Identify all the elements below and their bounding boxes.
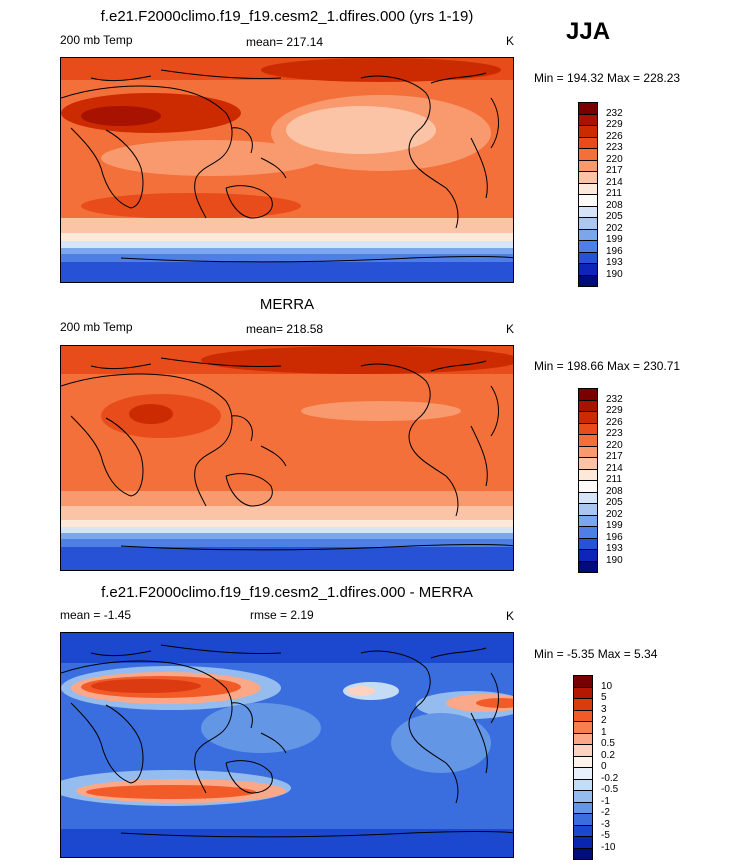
colorbar-tick-label: 190 [606, 268, 623, 280]
colorbar-tick-label: 220 [606, 153, 623, 165]
colorbar-tick-label: 0.2 [601, 749, 615, 761]
colorbar-tick-label: 208 [606, 199, 623, 211]
panel-3-unit-label: K [506, 609, 515, 623]
colorbar-tick-label: -5 [601, 830, 610, 841]
colorbar-tick-label: 190 [606, 554, 623, 566]
panel-2-unit-label: K [506, 322, 515, 336]
colorbar-tick-label: 199 [606, 520, 623, 531]
colorbar-tick-label: 193 [606, 543, 623, 554]
colorbar-tick-label: -0.5 [601, 784, 619, 795]
colorbar-box [573, 847, 593, 860]
colorbar-tick-label: 5 [601, 692, 607, 703]
panel-2-minmax: Min = 198.66 Max = 230.71 [534, 359, 681, 373]
colorbar-tick-label: 223 [606, 428, 623, 439]
colorbar-tick-label: 211 [606, 474, 622, 485]
colorbar-tick-label: 226 [606, 130, 623, 142]
colorbar-tick-label: 211 [606, 188, 622, 199]
colorbar-box [578, 560, 598, 573]
panel-1-unit-label: K [506, 34, 515, 48]
colorbar-box [578, 274, 598, 287]
colorbar-tick-label: -0.2 [601, 772, 619, 784]
panel-1-center-label: mean= 217.14 [246, 35, 324, 49]
panel-1-map [60, 57, 514, 283]
panel-2-left-label: 200 mb Temp [60, 320, 133, 334]
colorbar-tick-label: 232 [606, 107, 623, 119]
colorbar-tick-label: 205 [606, 497, 623, 508]
season-label: JJA [566, 18, 611, 45]
panel-3-center-label: rmse = 2.19 [250, 608, 314, 622]
colorbar-tick-label: 226 [606, 416, 623, 428]
colorbar-tick-label: 214 [606, 462, 623, 474]
colorbar-tick-label: 196 [606, 531, 623, 543]
colorbar-tick-label: 217 [606, 451, 623, 462]
colorbar-tick-label: -3 [601, 818, 610, 830]
colorbar-tick-label: 208 [606, 485, 623, 497]
colorbar-tick-label: 217 [606, 165, 623, 176]
colorbar-tick-label: -2 [601, 807, 610, 818]
panel-3-map [60, 632, 514, 858]
colorbar-tick-label: 205 [606, 211, 623, 222]
panel-1-left-label: 200 mb Temp [60, 33, 133, 47]
colorbar-tick-label: 1 [601, 726, 607, 738]
panel-2-map [60, 345, 514, 571]
colorbar-tick-label: 229 [606, 405, 623, 416]
colorbar-tick-label: 2 [601, 715, 607, 726]
colorbar-tick-label: 223 [606, 142, 623, 153]
colorbar-tick-label: 3 [601, 703, 607, 715]
panel-1-minmax: Min = 194.32 Max = 228.23 [534, 71, 681, 85]
colorbar-tick-label: 202 [606, 222, 623, 234]
colorbar-tick-label: -10 [601, 841, 616, 853]
panel-2-title: MERRA [259, 296, 315, 313]
panel-3-left-label: mean = -1.45 [60, 608, 132, 622]
panel-2-center-label: mean= 218.58 [246, 322, 324, 336]
colorbar-tick-label: 220 [606, 439, 623, 451]
colorbar-tick-label: 10 [601, 680, 613, 692]
panel-3-title: f.e21.F2000climo.f19_f19.cesm2_1.dfires.… [101, 584, 473, 601]
panel-1-title: f.e21.F2000climo.f19_f19.cesm2_1.dfires.… [100, 8, 474, 25]
colorbar-tick-label: 199 [606, 234, 623, 245]
colorbar-tick-label: 0.5 [601, 738, 615, 749]
colorbar-tick-label: 232 [606, 393, 623, 405]
colorbar-tick-label: 0 [601, 761, 607, 772]
colorbar-tick-label: 196 [606, 245, 623, 257]
colorbar-tick-label: 193 [606, 257, 623, 268]
colorbar-tick-label: 214 [606, 176, 623, 188]
colorbar-tick-label: 202 [606, 508, 623, 520]
colorbar-tick-label: 229 [606, 119, 623, 130]
panel-3-minmax: Min = -5.35 Max = 5.34 [534, 647, 658, 661]
colorbar-tick-label: -1 [601, 795, 610, 807]
